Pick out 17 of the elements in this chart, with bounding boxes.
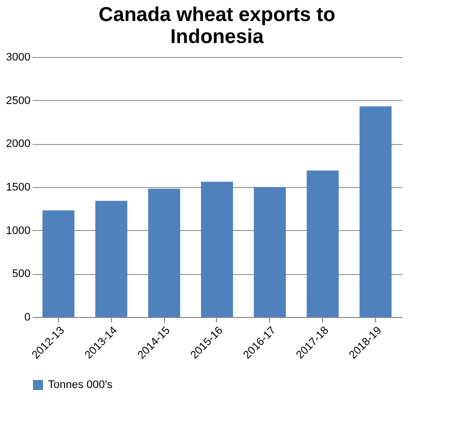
bar xyxy=(95,200,128,317)
bar xyxy=(254,187,286,317)
bar xyxy=(306,170,339,317)
y-tick-label: 0 xyxy=(24,312,30,324)
bar xyxy=(148,188,180,317)
text: Indonesia xyxy=(170,26,264,48)
y-tick-label: 1500 xyxy=(6,182,30,194)
bar xyxy=(360,106,392,317)
legend-label: Tonnes 000's xyxy=(48,379,113,391)
bar xyxy=(201,182,233,317)
bar xyxy=(42,210,74,317)
text: Canada wheat exports to xyxy=(98,4,336,26)
y-tick-label: 3000 xyxy=(6,52,30,64)
y-tick-label: 2000 xyxy=(6,138,30,150)
y-tick-label: 500 xyxy=(12,268,30,280)
y-tick-label: 1000 xyxy=(6,224,30,237)
y-tick-label: 2500 xyxy=(6,94,30,107)
